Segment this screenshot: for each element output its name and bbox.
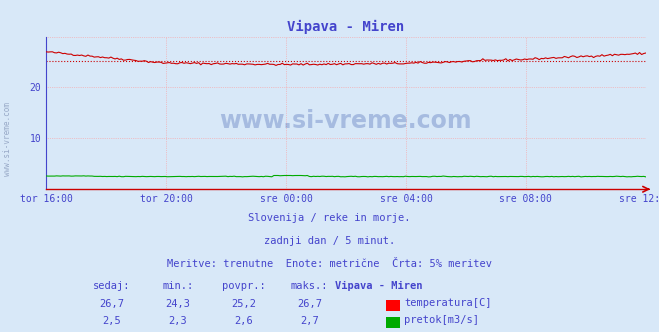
Text: min.:: min.: <box>162 281 194 291</box>
Text: sedaj:: sedaj: <box>94 281 130 291</box>
Text: 26,7: 26,7 <box>100 299 125 309</box>
Text: 2,7: 2,7 <box>301 316 319 326</box>
Text: zadnji dan / 5 minut.: zadnji dan / 5 minut. <box>264 236 395 246</box>
Text: Slovenija / reke in morje.: Slovenija / reke in morje. <box>248 213 411 223</box>
Text: maks.:: maks.: <box>291 281 328 291</box>
Text: 2,6: 2,6 <box>235 316 253 326</box>
Text: 26,7: 26,7 <box>297 299 322 309</box>
Title: Vipava - Miren: Vipava - Miren <box>287 20 405 34</box>
Text: 24,3: 24,3 <box>165 299 190 309</box>
Text: www.si-vreme.com: www.si-vreme.com <box>3 103 13 176</box>
Text: Meritve: trenutne  Enote: metrične  Črta: 5% meritev: Meritve: trenutne Enote: metrične Črta: … <box>167 259 492 269</box>
Text: 2,5: 2,5 <box>103 316 121 326</box>
Text: temperatura[C]: temperatura[C] <box>404 298 492 308</box>
Text: 2,3: 2,3 <box>169 316 187 326</box>
Text: pretok[m3/s]: pretok[m3/s] <box>404 315 479 325</box>
Text: www.si-vreme.com: www.si-vreme.com <box>219 109 473 132</box>
Text: 25,2: 25,2 <box>231 299 256 309</box>
Text: povpr.:: povpr.: <box>222 281 266 291</box>
Text: Vipava - Miren: Vipava - Miren <box>335 281 422 291</box>
